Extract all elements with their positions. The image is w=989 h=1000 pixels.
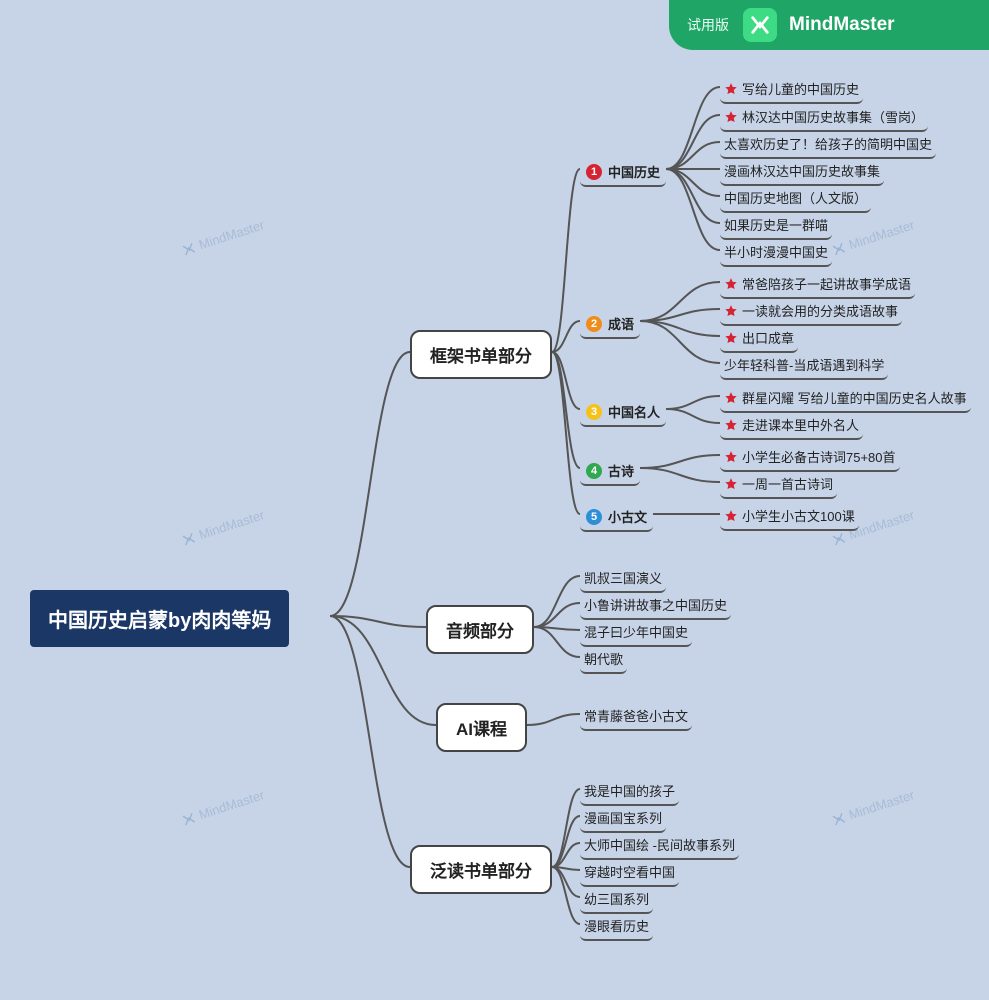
category-3[interactable]: 3 中国名人 <box>580 398 666 427</box>
category-label: 成语 <box>608 314 634 333</box>
star-icon <box>724 331 738 345</box>
trial-banner: 试用版 MindMaster <box>669 0 989 50</box>
leaf-item[interactable]: 一读就会用的分类成语故事 <box>720 298 902 326</box>
item-label: 小鲁讲讲故事之中国历史 <box>584 595 727 614</box>
leaf-item[interactable]: 小学生小古文100课 <box>720 503 859 531</box>
leaf-item[interactable]: 少年轻科普-当成语遇到科学 <box>720 352 888 380</box>
item-label: 小学生必备古诗词75+80首 <box>742 447 896 466</box>
number-badge: 3 <box>586 404 602 420</box>
leaf-item[interactable]: 林汉达中国历史故事集（雪岗） <box>720 104 928 132</box>
item-label: 林汉达中国历史故事集（雪岗） <box>742 107 924 126</box>
leaf-item[interactable]: 朝代歌 <box>580 646 627 674</box>
item-label: 穿越时空看中国 <box>584 862 675 881</box>
leaf-item[interactable]: 中国历史地图（人文版） <box>720 185 871 213</box>
number-badge: 5 <box>586 509 602 525</box>
branch-b[interactable]: 音频部分 <box>426 605 534 654</box>
item-label: 写给儿童的中国历史 <box>742 79 859 98</box>
item-label: 朝代歌 <box>584 649 623 668</box>
leaf-item[interactable]: 一周一首古诗词 <box>720 471 837 499</box>
category-1[interactable]: 1 中国历史 <box>580 158 666 187</box>
star-icon <box>724 418 738 432</box>
leaf-item[interactable]: 走进课本里中外名人 <box>720 412 863 440</box>
item-label: 漫画国宝系列 <box>584 808 662 827</box>
leaf-item[interactable]: 小学生必备古诗词75+80首 <box>720 444 900 472</box>
item-label: 混子曰少年中国史 <box>584 622 688 641</box>
watermark: MindMaster <box>180 217 266 258</box>
star-icon <box>724 277 738 291</box>
watermark: MindMaster <box>830 217 916 258</box>
number-badge: 1 <box>586 164 602 180</box>
category-label: 小古文 <box>608 507 647 526</box>
category-label: 中国名人 <box>608 402 660 421</box>
leaf-item[interactable]: 幼三国系列 <box>580 886 653 914</box>
item-label: 我是中国的孩子 <box>584 781 675 800</box>
trial-label: 试用版 <box>687 15 729 35</box>
mindmaster-logo-text: MindMaster <box>789 14 895 36</box>
item-label: 少年轻科普-当成语遇到科学 <box>724 355 884 374</box>
item-label: 出口成章 <box>742 328 794 347</box>
mindmap-canvas: { "banner": {"trial": "试用版", "product": … <box>0 0 989 1000</box>
category-label: 中国历史 <box>608 162 660 181</box>
mindmaster-logo-icon <box>743 8 777 42</box>
leaf-item[interactable]: 常爸陪孩子一起讲故事学成语 <box>720 271 915 299</box>
item-label: 半小时漫漫中国史 <box>724 242 828 261</box>
item-label: 一周一首古诗词 <box>742 474 833 493</box>
item-label: 太喜欢历史了！给孩子的简明中国史 <box>724 134 932 153</box>
watermark: MindMaster <box>180 787 266 828</box>
item-label: 漫画林汉达中国历史故事集 <box>724 161 880 180</box>
branch-a[interactable]: 框架书单部分 <box>410 330 552 379</box>
leaf-item[interactable]: 我是中国的孩子 <box>580 778 679 806</box>
item-label: 小学生小古文100课 <box>742 506 855 525</box>
item-label: 中国历史地图（人文版） <box>724 188 867 207</box>
watermark: MindMaster <box>180 507 266 548</box>
item-label: 群星闪耀 写给儿童的中国历史名人故事 <box>742 388 967 407</box>
star-icon <box>724 509 738 523</box>
leaf-item[interactable]: 太喜欢历史了！给孩子的简明中国史 <box>720 131 936 159</box>
item-label: 大师中国绘 -民间故事系列 <box>584 835 735 854</box>
category-2[interactable]: 2 成语 <box>580 310 640 339</box>
leaf-item[interactable]: 常青藤爸爸小古文 <box>580 703 692 731</box>
item-label: 如果历史是一群喵 <box>724 215 828 234</box>
leaf-item[interactable]: 如果历史是一群喵 <box>720 212 832 240</box>
star-icon <box>724 110 738 124</box>
star-icon <box>724 391 738 405</box>
item-label: 走进课本里中外名人 <box>742 415 859 434</box>
leaf-item[interactable]: 凯叔三国演义 <box>580 565 666 593</box>
leaf-item[interactable]: 小鲁讲讲故事之中国历史 <box>580 592 731 620</box>
leaf-item[interactable]: 大师中国绘 -民间故事系列 <box>580 832 739 860</box>
branch-c[interactable]: AI课程 <box>436 703 527 752</box>
leaf-item[interactable]: 漫眼看历史 <box>580 913 653 941</box>
leaf-item[interactable]: 写给儿童的中国历史 <box>720 76 863 104</box>
item-label: 凯叔三国演义 <box>584 568 662 587</box>
number-badge: 4 <box>586 463 602 479</box>
star-icon <box>724 304 738 318</box>
leaf-item[interactable]: 混子曰少年中国史 <box>580 619 692 647</box>
number-badge: 2 <box>586 316 602 332</box>
leaf-item[interactable]: 漫画林汉达中国历史故事集 <box>720 158 884 186</box>
branch-d[interactable]: 泛读书单部分 <box>410 845 552 894</box>
leaf-item[interactable]: 穿越时空看中国 <box>580 859 679 887</box>
leaf-item[interactable]: 漫画国宝系列 <box>580 805 666 833</box>
star-icon <box>724 450 738 464</box>
leaf-item[interactable]: 群星闪耀 写给儿童的中国历史名人故事 <box>720 385 971 413</box>
star-icon <box>724 82 738 96</box>
item-label: 幼三国系列 <box>584 889 649 908</box>
item-label: 漫眼看历史 <box>584 916 649 935</box>
category-label: 古诗 <box>608 461 634 480</box>
item-label: 常青藤爸爸小古文 <box>584 706 688 725</box>
item-label: 常爸陪孩子一起讲故事学成语 <box>742 274 911 293</box>
leaf-item[interactable]: 半小时漫漫中国史 <box>720 239 832 267</box>
leaf-item[interactable]: 出口成章 <box>720 325 798 353</box>
category-4[interactable]: 4 古诗 <box>580 457 640 486</box>
category-5[interactable]: 5 小古文 <box>580 503 653 532</box>
root-node[interactable]: 中国历史启蒙by肉肉等妈 <box>30 590 289 647</box>
watermark: MindMaster <box>830 787 916 828</box>
star-icon <box>724 477 738 491</box>
item-label: 一读就会用的分类成语故事 <box>742 301 898 320</box>
